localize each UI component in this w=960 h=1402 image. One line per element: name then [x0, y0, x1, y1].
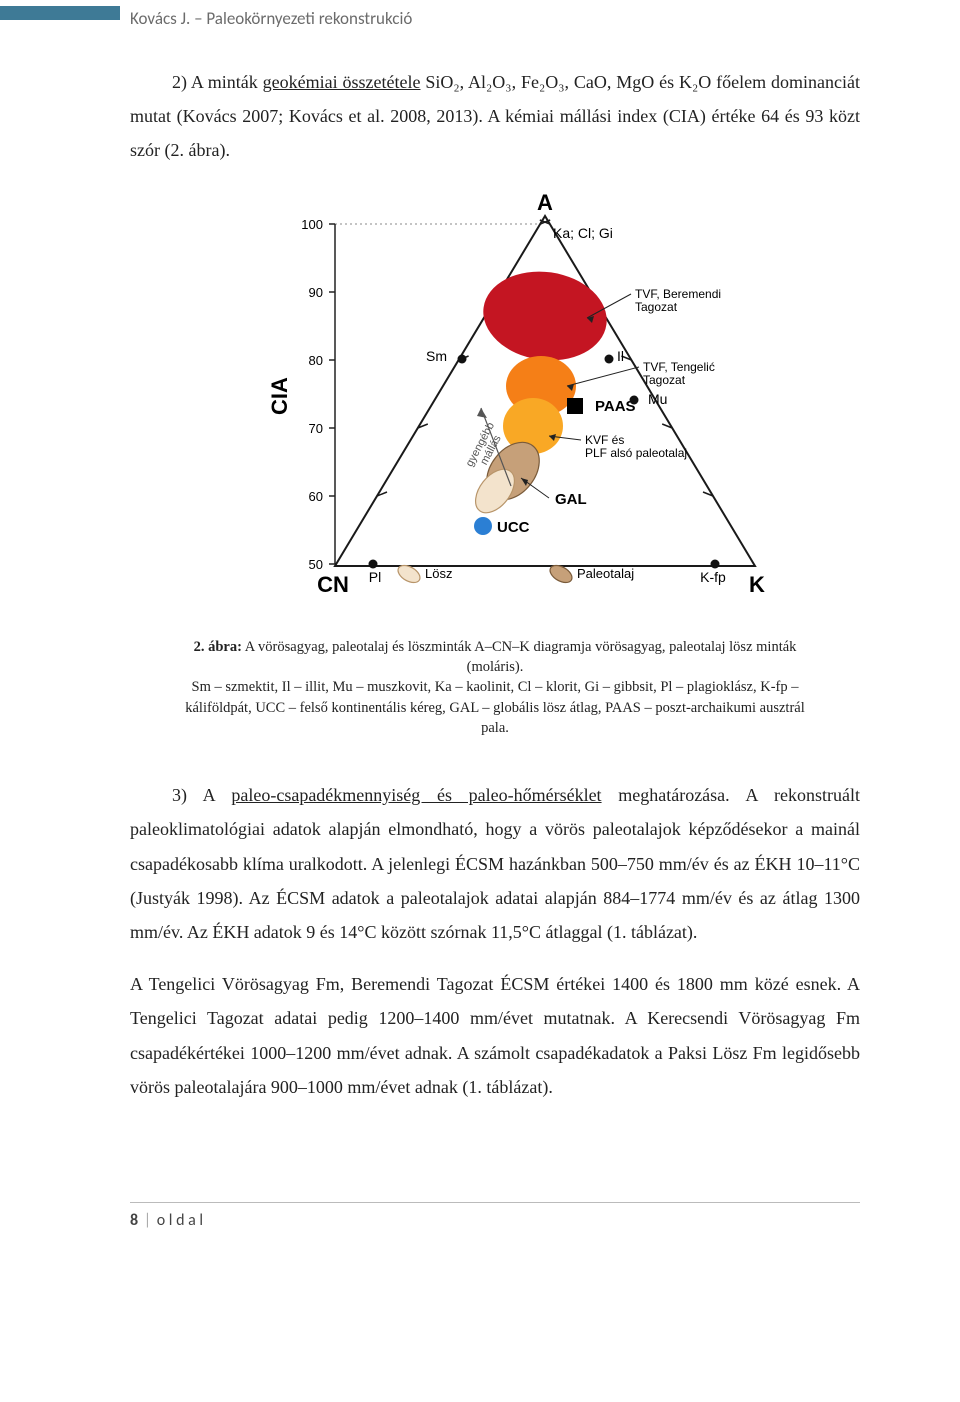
svg-text:Sm: Sm — [426, 348, 447, 364]
p3-underline: paleo-csapadékmennyiség és paleo-hőmérsé… — [231, 785, 601, 805]
caption-line1: A vörösagyag, paleotalaj és löszminták A… — [242, 639, 797, 675]
svg-text:GAL: GAL — [555, 491, 587, 508]
svg-text:UCC: UCC — [497, 519, 530, 536]
p3-rest: meghatározása. A rekonstruált paleoklima… — [130, 785, 860, 942]
page-content: 2) A minták geokémiai összetétele SiO₂, … — [0, 35, 960, 1162]
svg-text:Il: Il — [617, 348, 624, 364]
svg-text:K: K — [749, 572, 765, 597]
svg-text:CIA: CIA — [267, 377, 292, 415]
ternary-diagram: 1009080706050CIAgyengébbmállásPAASUCCGAL… — [215, 186, 775, 616]
p2-underline: geokémiai összetétele — [263, 72, 421, 92]
svg-text:TVF, Tengelić: TVF, Tengelić — [643, 360, 715, 374]
svg-text:60: 60 — [309, 489, 323, 504]
svg-text:KVF és: KVF és — [585, 433, 624, 447]
caption-bold: 2. ábra: — [194, 639, 242, 655]
footer-sep: | — [144, 1211, 151, 1230]
paragraph-4: A Tengelici Vörösagyag Fm, Beremendi Tag… — [130, 967, 860, 1104]
page-footer: 8 | o l d a l — [130, 1202, 860, 1230]
svg-text:Mu: Mu — [648, 391, 667, 407]
page-number: 8 — [130, 1211, 138, 1230]
svg-text:80: 80 — [309, 353, 323, 368]
figure-2: 1009080706050CIAgyengébbmállásPAASUCCGAL… — [130, 186, 860, 627]
svg-text:CN: CN — [317, 572, 349, 597]
svg-text:PLF alsó paleotalaj: PLF alsó paleotalaj — [585, 446, 687, 460]
paragraph-2: 2) A minták geokémiai összetétele SiO₂, … — [130, 65, 860, 168]
svg-text:K-fp: K-fp — [700, 569, 726, 585]
header-bar — [0, 6, 120, 20]
caption-line2: Sm – szmektit, Il – illit, Mu – muszkovi… — [185, 679, 805, 736]
figure-2-caption: 2. ábra: A vörösagyag, paleotalaj és lös… — [170, 637, 820, 738]
svg-text:A: A — [537, 190, 553, 215]
svg-text:Ka; Cl; Gi: Ka; Cl; Gi — [553, 225, 613, 241]
svg-text:90: 90 — [309, 285, 323, 300]
svg-text:TVF, Beremendi: TVF, Beremendi — [635, 287, 721, 301]
footer-word: o l d a l — [157, 1211, 203, 1230]
svg-text:PAAS: PAAS — [595, 398, 636, 415]
svg-text:Lösz: Lösz — [425, 566, 452, 581]
svg-text:100: 100 — [301, 217, 323, 232]
running-head-wrap: Kovács J. – Paleokörnyezeti rekonstrukci… — [0, 0, 960, 35]
paragraph-3: 3) A paleo-csapadékmennyiség és paleo-hő… — [130, 778, 860, 949]
svg-text:50: 50 — [309, 557, 323, 572]
svg-text:Tagozat: Tagozat — [643, 373, 686, 387]
running-head: Kovács J. – Paleokörnyezeti rekonstrukci… — [0, 0, 960, 35]
svg-text:Paleotalaj: Paleotalaj — [577, 566, 634, 581]
p3-lead: 3) A — [172, 785, 231, 805]
p2-lead: 2) A minták — [172, 72, 263, 92]
svg-text:70: 70 — [309, 421, 323, 436]
svg-text:Tagozat: Tagozat — [635, 300, 678, 314]
svg-text:Pl: Pl — [369, 569, 381, 585]
